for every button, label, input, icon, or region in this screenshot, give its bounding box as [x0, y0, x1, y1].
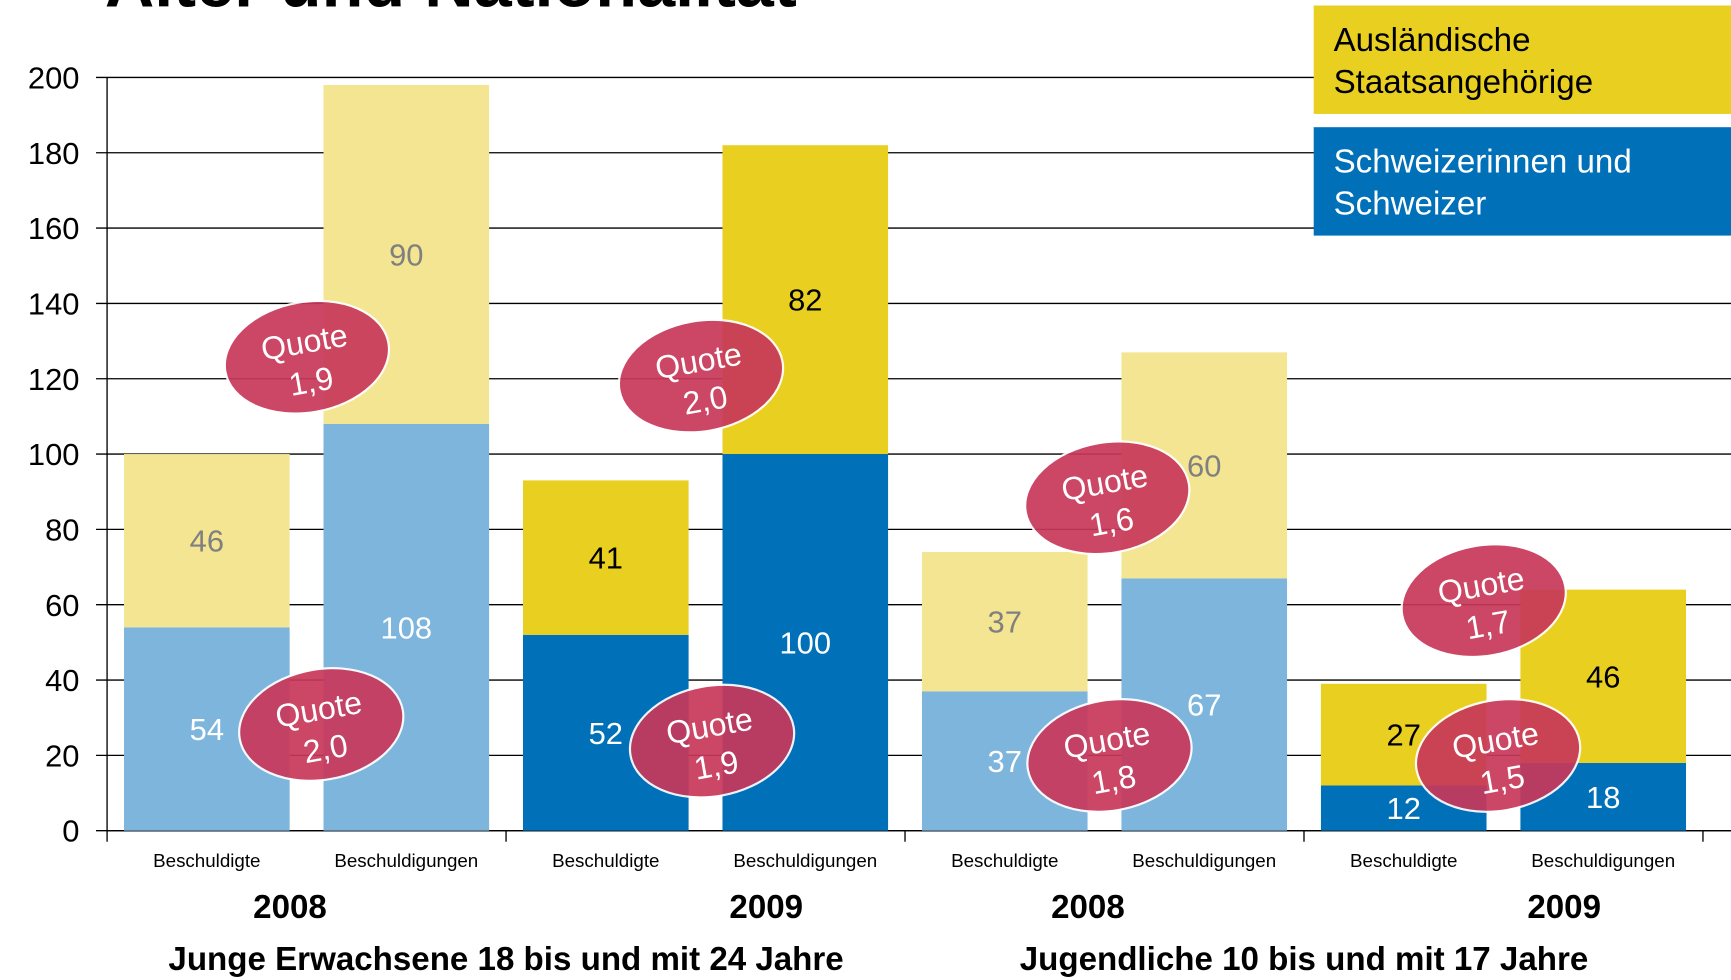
data-label: 41 — [589, 541, 623, 576]
quote-ellipse — [1024, 440, 1191, 556]
legend-label: Ausländische Staatsangehörige — [1334, 22, 1594, 101]
x-tick-label: Beschuldigte — [552, 850, 659, 871]
y-tick-label: 140 — [28, 286, 80, 321]
x-tick-label: Beschuldigungen — [733, 850, 877, 871]
year-label: 2008 — [1051, 889, 1125, 926]
data-label: 60 — [1187, 448, 1221, 483]
x-tick-label: Beschuldigte — [153, 850, 260, 871]
y-tick-label: 160 — [28, 211, 80, 246]
legend-box — [1313, 127, 1731, 236]
quote-value: 2,0 — [680, 378, 730, 421]
x-tick-label: Beschuldigungen — [1531, 850, 1675, 871]
bar-segment — [522, 480, 689, 635]
quote-value: 2,0 — [300, 727, 350, 770]
y-tick-label: 180 — [28, 136, 80, 171]
bar-segment — [124, 454, 290, 628]
quote-value: 1,7 — [1463, 603, 1513, 646]
data-label: 108 — [381, 610, 433, 645]
data-label: 52 — [589, 716, 623, 751]
y-tick-label: 80 — [45, 512, 79, 547]
legend-box — [1313, 5, 1731, 114]
data-label: 18 — [1586, 780, 1620, 815]
group-label: Jugendliche 10 bis und mit 17 Jahre — [1020, 941, 1589, 978]
legend-label: Schweizerinnen und Schweizer — [1334, 144, 1632, 223]
x-tick-label: Beschuldigungen — [334, 850, 478, 871]
chart-title: Alter und Nationalität — [105, 0, 797, 22]
data-label: 82 — [788, 283, 822, 318]
year-label: 2009 — [729, 889, 803, 926]
data-label: 37 — [988, 744, 1022, 779]
data-label: 100 — [779, 625, 831, 660]
y-tick-label: 20 — [45, 738, 79, 773]
quote-ellipse — [223, 299, 391, 415]
y-tick-label: 40 — [45, 663, 79, 698]
quote-ellipse — [1414, 698, 1582, 813]
x-tick-label: Beschuldigte — [951, 850, 1058, 871]
quote-value: 1,8 — [1089, 758, 1139, 801]
y-tick-label: 200 — [28, 60, 80, 95]
x-tick-label: Beschuldigte — [1350, 850, 1457, 871]
y-tick-label: 120 — [28, 362, 80, 397]
data-label: 12 — [1387, 791, 1421, 826]
quote-value: 1,9 — [286, 360, 336, 403]
data-label: 90 — [389, 237, 423, 272]
data-label: 54 — [190, 712, 224, 747]
quote-ellipse — [1400, 543, 1567, 659]
quote-value: 1,9 — [691, 743, 741, 786]
y-tick-label: 100 — [28, 437, 80, 472]
quote-ellipse — [238, 667, 405, 782]
quote-ellipse — [1026, 698, 1193, 813]
quote-value: 1,5 — [1477, 758, 1527, 801]
data-label: 27 — [1387, 718, 1421, 753]
data-label: 46 — [190, 524, 224, 559]
x-tick-label: Beschuldigungen — [1132, 850, 1276, 871]
y-tick-label: 0 — [62, 814, 79, 849]
year-label: 2008 — [253, 889, 327, 926]
quote-value: 1,6 — [1086, 500, 1136, 543]
data-label: 37 — [988, 605, 1022, 640]
quote-ellipse — [628, 683, 796, 799]
bar-segment — [921, 551, 1088, 692]
y-tick-label: 60 — [45, 588, 79, 623]
quote-ellipse — [617, 318, 785, 434]
data-label: 67 — [1187, 688, 1221, 723]
data-label: 46 — [1586, 659, 1620, 694]
group-label: Junge Erwachsene 18 bis und mit 24 Jahre — [168, 941, 843, 978]
year-label: 2009 — [1527, 889, 1601, 926]
